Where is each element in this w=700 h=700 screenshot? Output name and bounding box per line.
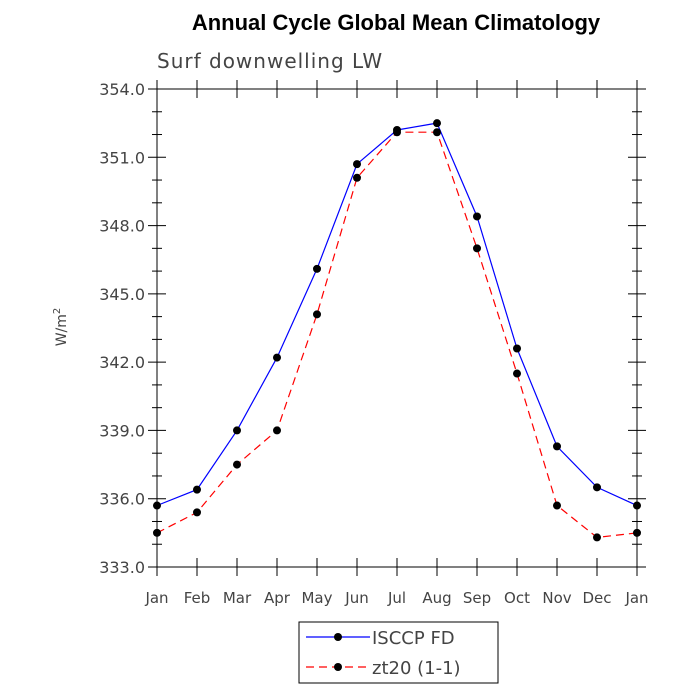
legend: ISCCP FD zt20 (1-1): [298, 621, 499, 684]
series-1-point: [633, 501, 641, 510]
legend-marker-1: [334, 633, 342, 641]
legend-marker-2: [334, 663, 342, 671]
plot-frame: [156, 88, 638, 568]
x-tick-label: Dec: [582, 589, 611, 607]
y-tick-label: 336.0: [99, 490, 145, 509]
y-tick-label: 351.0: [99, 148, 145, 167]
y-tick-label: 345.0: [99, 285, 145, 304]
x-tick-label: Mar: [223, 589, 252, 607]
x-tick-label: Aug: [422, 589, 451, 607]
chart-title: Annual Cycle Global Mean Climatology: [192, 10, 601, 35]
series-2-point: [353, 173, 361, 182]
y-axis-label-superscript: 2: [52, 308, 63, 314]
x-tick-label: Sep: [463, 589, 491, 607]
chart-subtitle: Surf downwelling LW: [157, 49, 383, 73]
series-2-point: [273, 426, 281, 435]
series-2-point: [233, 460, 241, 469]
y-tick-label: 348.0: [99, 217, 145, 236]
series-2-point: [313, 310, 321, 319]
y-axis-label-text: W/m: [54, 314, 70, 346]
x-tick-label: Apr: [264, 589, 291, 607]
series-2-point: [593, 533, 601, 542]
series-2-point: [153, 528, 161, 537]
series-1-point: [433, 119, 441, 128]
x-tick-label: Jan: [624, 589, 648, 607]
series-1-point: [233, 426, 241, 435]
series-2-point: [513, 369, 521, 378]
series-layer: [153, 119, 641, 542]
series-1-point: [193, 485, 201, 494]
y-tick-label: 354.0: [99, 80, 145, 99]
series-1-point: [593, 483, 601, 492]
series-1-point: [273, 353, 281, 362]
series-1-point: [353, 160, 361, 169]
x-tick-label: Jan: [144, 589, 168, 607]
legend-label-1: ISCCP FD: [372, 628, 455, 649]
series-2-point: [473, 244, 481, 253]
y-tick-label: 339.0: [99, 421, 145, 440]
series-2-point: [433, 128, 441, 137]
series-1-point: [153, 501, 161, 510]
legend-items: ISCCP FD zt20 (1-1): [306, 628, 461, 679]
x-tick-labels: Jan Feb Mar Apr May Jun Jul Aug Sep Oct Nov Dec Jan: [144, 589, 648, 607]
x-tick-label: May: [301, 589, 332, 607]
legend-box: [298, 621, 499, 684]
x-tick-label: Oct: [504, 589, 530, 607]
series-2-point: [193, 508, 201, 517]
legend-label-2: zt20 (1-1): [372, 658, 461, 679]
series-1-point: [513, 344, 521, 353]
series-1-point: [473, 212, 481, 221]
x-tick-label: Jun: [344, 589, 368, 607]
y-tick-label: 333.0: [99, 558, 145, 577]
series-1-point: [553, 442, 561, 451]
x-tick-label: Jul: [387, 589, 406, 607]
series-2-point: [393, 128, 401, 137]
series-2-point: [633, 528, 641, 537]
series-2-point: [553, 501, 561, 510]
series-1-point: [313, 264, 321, 273]
y-axis-label: W/m2: [52, 308, 70, 347]
x-tick-label: Nov: [542, 589, 571, 607]
y-tick-label: 342.0: [99, 353, 145, 372]
x-tick-label: Feb: [184, 589, 211, 607]
y-tick-labels: 333.0 336.0 339.0 342.0 345.0 348.0 351.0 354.0: [99, 80, 145, 577]
